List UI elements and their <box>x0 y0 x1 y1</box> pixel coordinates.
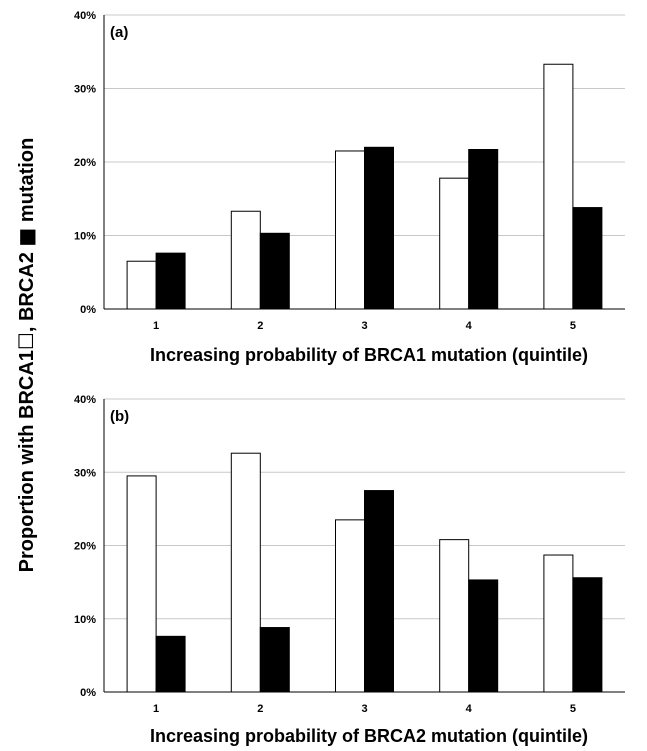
panel-b-x-tick-label: 1 <box>153 703 159 715</box>
panel-a-y-tick-labels: 0% 10% 20% 30% 40% <box>74 10 96 316</box>
panel-a-brca1-bar <box>543 63 574 310</box>
panel-a-y-tick-label: 10% <box>74 231 96 243</box>
brca1-legend-square-glyph: ☐ <box>14 332 38 350</box>
panel-a-brca1-bar <box>230 210 261 310</box>
y-label-part-1: Proportion with BRCA1 <box>16 350 38 572</box>
panel-a-x-tick-label: 3 <box>361 320 367 332</box>
panel-a-label: (a) <box>110 24 128 41</box>
panel-b-brca1-bar <box>439 539 470 693</box>
panel-b-brca2-bar <box>155 635 186 693</box>
panel-a-y-tick-label: 0% <box>80 304 96 316</box>
panel-a-x-tick-label: 5 <box>570 320 576 332</box>
panel-a-brca1-bar <box>439 177 470 310</box>
panel-b-y-tick-label: 0% <box>80 687 96 699</box>
panel-b-brca2-bar <box>364 490 394 693</box>
panel-b-x-tick-label: 5 <box>570 703 576 715</box>
panel-a-y-tick-label: 40% <box>74 10 96 22</box>
panel-b-brca1-bar <box>230 452 261 693</box>
panel-b-brca2-bar <box>572 577 603 693</box>
brca2-legend-square-glyph: ■ <box>14 228 38 247</box>
panel-b-y-tick-label: 20% <box>74 541 96 553</box>
panel-a-brca1-bar <box>335 150 365 310</box>
panel-a-x-tick-labels: 1 2 3 4 5 <box>153 320 576 332</box>
shared-y-axis-label: Proportion with BRCA1☐, BRCA2 ■ mutation <box>14 138 38 573</box>
panel-b-y-tick-label: 40% <box>74 394 96 406</box>
panel-b-brca2-bar <box>259 627 290 693</box>
panel-b-y-tick-label: 10% <box>74 614 96 626</box>
panel-a-brca2-bar <box>572 207 603 310</box>
panel-a-brca2-bar <box>468 149 499 310</box>
panel-b-x-tick-labels: 1 2 3 4 5 <box>153 703 576 715</box>
panel-b-x-tick-label: 3 <box>361 703 367 715</box>
panel-a: 0% 10% 20% 30% 40% 1 2 3 4 5 (a) Increasing prob… <box>74 10 625 365</box>
panel-a-brca1-bar <box>126 260 157 310</box>
panel-b: 0% 10% 20% 30% 40% 1 2 3 4 5 (b) Increasing prob… <box>74 394 625 746</box>
panel-b-x-axis-label: Increasing probability of BRCA2 mutation… <box>150 726 588 746</box>
panel-a-brca2-bar <box>364 146 394 310</box>
panel-b-brca1-bar <box>543 554 574 693</box>
panel-b-brca1-bar <box>126 475 157 693</box>
panel-a-brca2-bar <box>259 232 290 310</box>
panel-a-x-tick-label: 1 <box>153 320 159 332</box>
panel-b-brca2-bar <box>468 579 499 693</box>
panel-a-y-tick-label: 20% <box>74 157 96 169</box>
panel-b-bars <box>126 452 603 693</box>
panel-b-label: (b) <box>110 408 129 425</box>
panel-b-brca1-bar <box>335 519 365 693</box>
y-label-part-2: , BRCA2 <box>16 247 38 333</box>
panel-b-x-tick-label: 4 <box>466 703 473 715</box>
panel-a-x-tick-label: 2 <box>257 320 263 332</box>
panel-a-x-axis-label: Increasing probability of BRCA1 mutation… <box>150 345 588 365</box>
panel-b-y-tick-labels: 0% 10% 20% 30% 40% <box>74 394 96 699</box>
y-label-part-3: mutation <box>16 138 38 228</box>
panel-a-brca2-bar <box>155 252 186 310</box>
panel-a-x-tick-label: 4 <box>466 320 473 332</box>
panel-b-y-tick-label: 30% <box>74 467 96 479</box>
panel-b-x-tick-label: 2 <box>257 703 263 715</box>
panel-a-bars <box>126 63 603 310</box>
panel-a-y-tick-label: 30% <box>74 84 96 96</box>
